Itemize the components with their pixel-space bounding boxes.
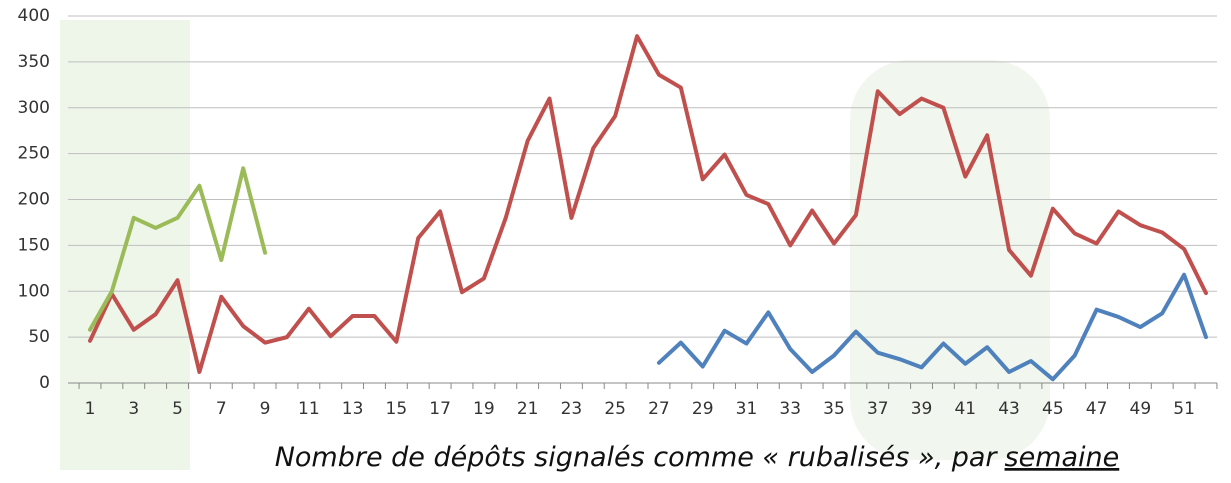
caption-emphasis: semaine — [1005, 442, 1120, 473]
x-tick-label: 51 — [1173, 399, 1195, 419]
x-tick-label: 1 — [85, 399, 96, 419]
y-tick-label: 350 — [18, 52, 50, 72]
y-tick-label: 400 — [18, 6, 50, 26]
y-tick-label: 200 — [18, 190, 50, 210]
x-tick-label: 45 — [1042, 399, 1064, 419]
x-tick-label: 21 — [517, 399, 539, 419]
x-tick-label: 35 — [823, 399, 845, 419]
x-tick-label: 39 — [911, 399, 933, 419]
y-tick-label: 250 — [18, 144, 50, 164]
line-series — [656, 272, 1208, 382]
x-tick-label: 37 — [867, 399, 889, 419]
x-tick-label: 9 — [260, 399, 271, 419]
x-tick-label: 17 — [429, 399, 451, 419]
y-tick-label: 50 — [28, 327, 50, 347]
x-tick-label: 41 — [954, 399, 976, 419]
x-tick-label: 3 — [128, 399, 139, 419]
x-tick-label: 31 — [736, 399, 758, 419]
line-series — [88, 34, 1208, 374]
y-tick-label: 0 — [39, 373, 50, 393]
x-tick-label: 27 — [648, 399, 670, 419]
x-tick-label: 25 — [604, 399, 626, 419]
x-tick-label: 49 — [1130, 399, 1152, 419]
x-tick-label: 47 — [1086, 399, 1108, 419]
x-tick-label: 23 — [561, 399, 583, 419]
x-tick-label: 13 — [342, 399, 364, 419]
x-tick-label: 7 — [216, 399, 227, 419]
y-tick-label: 300 — [18, 98, 50, 118]
x-tick-label: 11 — [298, 399, 320, 419]
caption-text: Nombre de dépôts signalés comme « rubali… — [275, 442, 999, 473]
x-tick-label: 33 — [779, 399, 801, 419]
x-tick-label: 19 — [473, 399, 495, 419]
x-tick-label: 15 — [386, 399, 408, 419]
x-tick-label: 43 — [998, 399, 1020, 419]
y-tick-label: 150 — [18, 235, 50, 255]
x-axis-caption: Nombre de dépôts signalés comme « rubali… — [275, 442, 1120, 473]
y-tick-label: 100 — [18, 281, 50, 301]
x-tick-label: 5 — [172, 399, 183, 419]
line-series — [88, 166, 268, 332]
x-tick-label: 29 — [692, 399, 714, 419]
